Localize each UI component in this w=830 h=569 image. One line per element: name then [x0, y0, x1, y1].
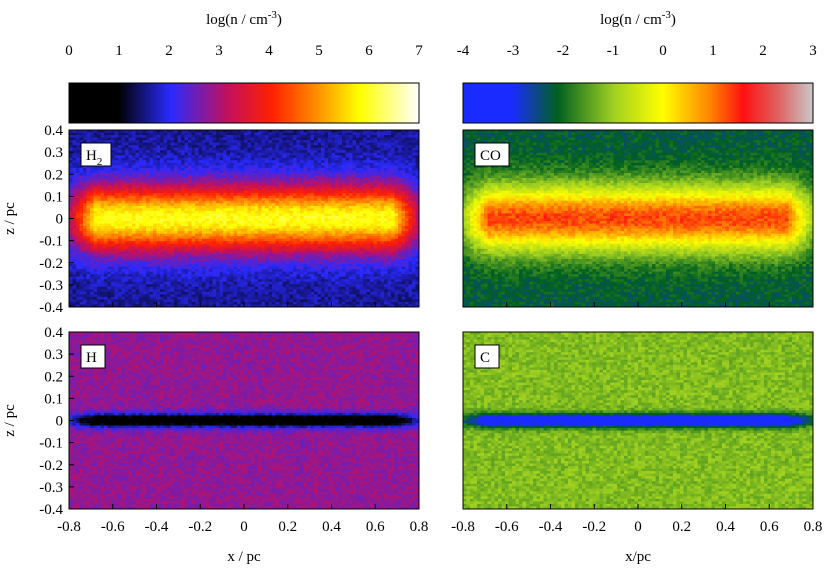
x-tick-label: 0: [634, 519, 642, 535]
colorbar-tick-label: 2: [165, 43, 173, 59]
z-tick-label: 0.4: [44, 325, 63, 341]
x-tick-label: -0.2: [188, 519, 212, 535]
x-axis-label: x/pc: [625, 549, 651, 565]
x-tick-label: 0.2: [278, 519, 297, 535]
colorbar-title: log(n / cm-3): [206, 9, 282, 28]
x-tick-label: 0.6: [366, 519, 385, 535]
z-tick-label: 0.4: [44, 123, 63, 139]
colorbar-tick-label: 0: [659, 43, 667, 59]
x-tick-label: 0: [240, 519, 248, 535]
z-tick-label: -0.4: [39, 300, 63, 316]
z-tick-label: -0.2: [39, 256, 63, 272]
colorbar-tick-label: 5: [315, 43, 323, 59]
x-axis-label: x / pc: [227, 549, 261, 565]
density-field: [69, 332, 419, 509]
panel-label-co: CO: [474, 142, 510, 167]
x-tick-label: -0.6: [495, 519, 519, 535]
y-axis-label: z / pc: [2, 202, 18, 235]
colorbar-tick-label: 1: [115, 43, 123, 59]
axes: 0.4 0.3 0.2 0.1 0 -0.1 -0.2 -0.3 -0.4 z / pc 0.4 0.…: [2, 123, 822, 565]
x-tick-label: -0.8: [57, 519, 81, 535]
z-tick-label: 0.2: [44, 369, 63, 385]
panel-co: CO: [462, 129, 814, 308]
colorbars: 0 1 2 3 4 5 6 7 log(n / cm-3) -4 -3 -2 -1 0 1 2 3 log(n /…: [65, 9, 817, 124]
density-field: [463, 332, 813, 509]
colorbar-tick-label: -3: [507, 43, 520, 59]
z-tick-label: 0: [56, 212, 64, 228]
z-tick-label: 0.3: [44, 347, 63, 363]
colorbar-gradient: [462, 82, 814, 124]
colorbar-tick-label: 2: [759, 43, 767, 59]
colorbar-tick-label: -1: [607, 43, 620, 59]
z-tick-label: 0.2: [44, 167, 63, 183]
colorbar-tick-label: -4: [457, 43, 470, 59]
colorbar-tick-label: -2: [557, 43, 570, 59]
z-tick-label: -0.3: [39, 480, 63, 496]
panel-h2: H2: [68, 129, 420, 308]
colorbar-tick-label: 7: [415, 43, 423, 59]
x-tick-label: -0.4: [145, 519, 169, 535]
x-tick-label: -0.4: [539, 519, 563, 535]
z-tick-label: -0.4: [39, 502, 63, 518]
z-tick-label: -0.3: [39, 278, 63, 294]
density-field: [69, 130, 419, 307]
colorbar-tick-label: 1: [709, 43, 717, 59]
panel-label-text: C: [480, 350, 490, 366]
colorbar-tick-label: 3: [215, 43, 223, 59]
x-tick-label: -0.6: [101, 519, 125, 535]
panel-label-h: H: [80, 344, 106, 369]
panel-label-text: H2: [86, 148, 102, 168]
z-tick-label: 0.1: [44, 391, 63, 407]
x-tick-label: -0.8: [451, 519, 475, 535]
colorbar-left: 0 1 2 3 4 5 6 7 log(n / cm-3): [65, 9, 423, 124]
panel-label-h2: H2: [80, 142, 112, 168]
panel-c: C: [462, 331, 814, 510]
z-tick-label: 0: [56, 414, 64, 430]
x-tick-label: -0.2: [582, 519, 606, 535]
x-tick-label: 0.4: [322, 519, 341, 535]
panel-h: H: [68, 331, 420, 510]
y-axis-label: z / pc: [2, 404, 18, 437]
panel-label-text: H: [86, 350, 97, 366]
x-tick-label: 0.8: [804, 519, 823, 535]
x-tick-label: 0.4: [716, 519, 735, 535]
density-field: [463, 130, 813, 307]
colorbar-tick-label: 0: [65, 43, 73, 59]
panel-label-text: CO: [480, 148, 501, 164]
z-tick-label: 0.3: [44, 145, 63, 161]
colorbar-gradient: [68, 82, 420, 124]
z-tick-label: 0.1: [44, 189, 63, 205]
x-tick-label: 0.2: [672, 519, 691, 535]
panel-label-c: C: [474, 344, 500, 369]
colorbar-right: -4 -3 -2 -1 0 1 2 3 log(n / cm-3): [457, 9, 817, 124]
z-tick-label: -0.1: [39, 234, 63, 250]
x-tick-label: 0.8: [410, 519, 429, 535]
colorbar-tick-label: 3: [809, 43, 817, 59]
colorbar-title: log(n / cm-3): [600, 9, 676, 28]
colorbar-tick-label: 6: [365, 43, 373, 59]
x-tick-label: 0.6: [760, 519, 779, 535]
z-tick-label: -0.1: [39, 436, 63, 452]
heatmap-panels: H2 CO H C: [68, 129, 814, 510]
colorbar-tick-label: 4: [265, 43, 273, 59]
z-tick-label: -0.2: [39, 458, 63, 474]
